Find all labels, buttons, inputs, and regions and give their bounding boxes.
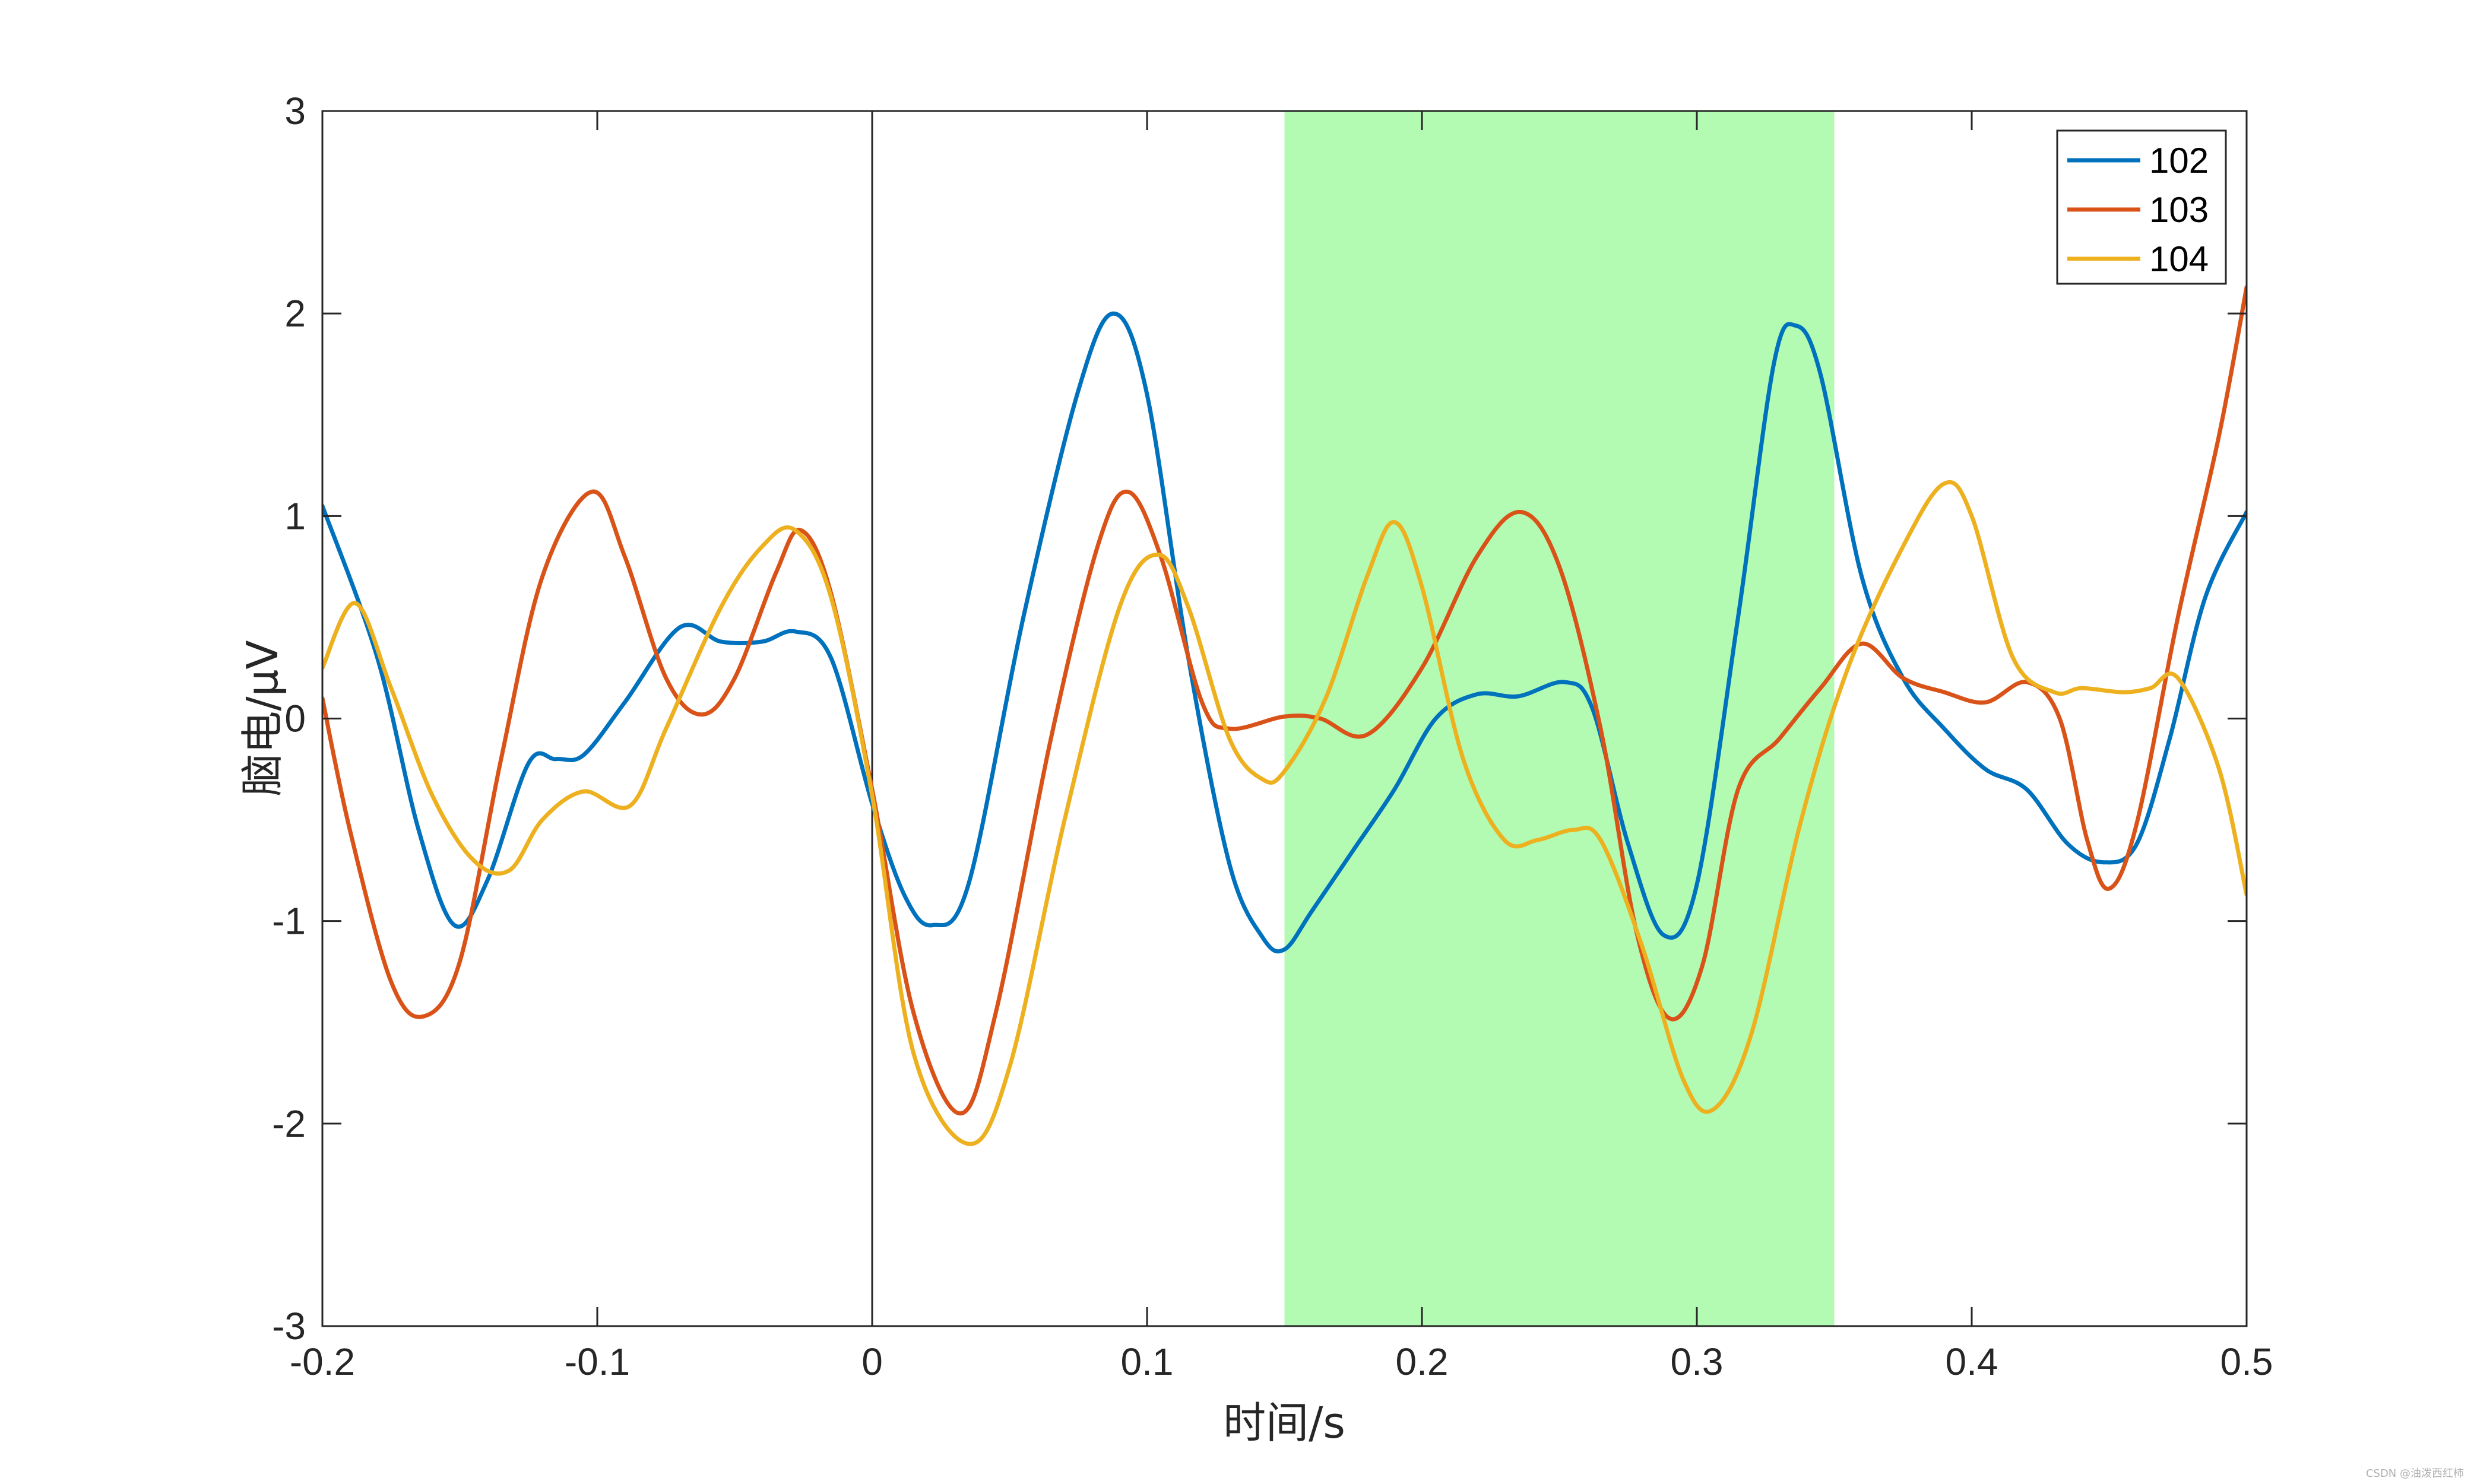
y-tick-label: -3 (272, 1305, 306, 1347)
y-ticks: -3 -2 -1 0 1 2 3 (272, 90, 2247, 1347)
x-ticks: -0.2 -0.1 0 0.1 0.2 0.3 0.4 0.5 (290, 111, 2273, 1383)
x-tick-label: 0.2 (1396, 1340, 1449, 1383)
x-tick-label: 0.3 (1671, 1340, 1724, 1383)
shaded-region (1284, 111, 1835, 1326)
y-tick-label: 0 (284, 697, 306, 740)
x-axis-label: 时间/s (1223, 1398, 1345, 1448)
y-tick-label: 1 (284, 494, 306, 537)
x-tick-label: 0.1 (1121, 1340, 1174, 1383)
y-tick-label: -2 (272, 1102, 306, 1145)
x-tick-label: -0.2 (290, 1340, 355, 1383)
series-line-104 (322, 480, 2247, 1146)
y-axis-label: 脑电/μV (237, 640, 287, 796)
series-line-102 (322, 311, 2247, 954)
legend-label-104: 104 (2149, 239, 2209, 279)
y-tick-label: 3 (284, 90, 306, 132)
shaded-time-window (1284, 111, 1835, 1326)
legend-label-103: 103 (2149, 190, 2209, 230)
x-tick-label: -0.1 (565, 1340, 630, 1383)
watermark: CSDN @油泼西红柿 (2366, 1467, 2464, 1480)
y-tick-label: -1 (272, 900, 306, 943)
series-line-103 (322, 285, 2247, 1116)
x-tick-label: 0.5 (2220, 1340, 2273, 1383)
x-tick-label: 0.4 (1946, 1340, 1998, 1383)
x-tick-label: 0 (861, 1340, 883, 1383)
series-lines (322, 285, 2247, 1146)
legend: 102 103 104 (2056, 129, 2227, 285)
legend-label-102: 102 (2149, 141, 2209, 180)
y-tick-label: 2 (284, 292, 306, 335)
